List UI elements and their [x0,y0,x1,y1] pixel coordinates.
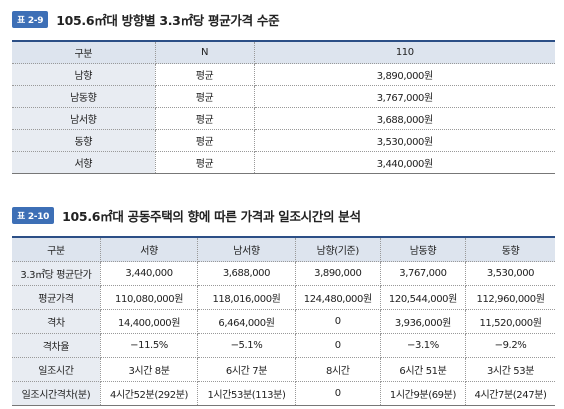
header-cell: 구분 [12,236,101,262]
cell: 4시간7분(247분) [465,381,555,406]
title-text: 105.6㎡대 공동주택의 향에 따른 가격과 일조시간의 분석 [62,209,361,224]
header-cell: 110 [253,40,555,64]
cell: 서향 [12,151,156,174]
header-cell: 동향 [465,236,555,262]
cell: 3,767,000 [379,261,467,286]
table-label: 표 2-9 [12,11,49,28]
table-row: 3.3㎡당 평균단가 3,440,000 3,688,000 3,890,000 3,7… [12,261,555,286]
table-row: 구분 N 110 [12,40,555,64]
cell: 3.3㎡당 평균단가 [12,261,101,286]
cell: 평균 [154,107,255,130]
table-row: 남서향 평균 3,688,000원 [12,107,555,130]
cell: 남동향 [12,85,156,108]
cell: 0 [294,309,381,334]
header-cell: 구분 [12,40,156,64]
table-row: 격차 14,400,000원 6,464,000원 0 3,936,000원 11,520… [12,309,555,334]
cell: 6,464,000원 [197,309,296,334]
cell: 118,016,000원 [197,285,296,310]
table: 구분 서향 남서향 남향(기준) 남동향 동향 3.3㎡당 평균단가 3,440,000 3,6… [12,236,555,406]
cell: 14,400,000원 [99,309,199,334]
cell: −9.2% [465,333,555,358]
cell: 평균 [154,129,255,152]
cell: 3,890,000원 [253,63,555,86]
table-row: 일조시간격차(분) 4시간52분(292분) 1시간53분(113분) 0 1시간9분(… [12,381,555,406]
cell: 3,440,000원 [253,151,555,174]
cell: 6시간 7분 [197,357,296,382]
table-row: 일조시간 3시간 8분 6시간 7분 8시간 6시간 51분 3시간 53분 [12,357,555,382]
cell: 남향 [12,63,156,86]
cell: 0 [294,333,381,358]
table-row: 남동향 평균 3,767,000원 [12,85,555,108]
cell: 6시간 51분 [379,357,467,382]
header-cell: N [154,40,255,64]
cell: 3,767,000원 [253,85,555,108]
cell: 1시간53분(113분) [197,381,296,406]
cell: 3시간 8분 [99,357,199,382]
cell: 4시간52분(292분) [99,381,199,406]
table-title: 표 2-9 105.6㎡대 방향별 3.3㎡당 평균가격 수준 [12,10,280,29]
cell: 격차율 [12,333,101,358]
table-row: 동향 평균 3,530,000원 [12,129,555,152]
cell: 3,688,000 [197,261,296,286]
cell: 110,080,000원 [99,285,199,310]
cell: 격차 [12,309,101,334]
cell: 11,520,000원 [465,309,555,334]
cell: 3시간 53분 [465,357,555,382]
table-row: 평균가격 110,080,000원 118,016,000원 124,480,000원… [12,285,555,310]
table-title: 표 2-10 105.6㎡대 공동주택의 향에 따른 가격과 일조시간의 분석 [12,206,361,225]
cell: 3,688,000원 [253,107,555,130]
cell: 평균가격 [12,285,101,310]
cell: 1시간9분(69분) [379,381,467,406]
cell: 3,530,000원 [253,129,555,152]
table-row: 격차율 −11.5% −5.1% 0 −3.1% −9.2% [12,333,555,358]
cell: 평균 [154,151,255,174]
cell: 3,890,000 [294,261,381,286]
cell: 8시간 [294,357,381,382]
cell: 일조시간격차(분) [12,381,101,406]
cell: 3,530,000 [465,261,555,286]
cell: 0 [294,381,381,406]
cell: −11.5% [99,333,199,358]
header-cell: 남향(기준) [294,236,381,262]
title-text: 105.6㎡대 방향별 3.3㎡당 평균가격 수준 [56,13,280,28]
table-row: 서향 평균 3,440,000원 [12,151,555,174]
cell: 평균 [154,63,255,86]
cell: 3,936,000원 [379,309,467,334]
cell: 3,440,000 [99,261,199,286]
cell: 124,480,000원 [294,285,381,310]
cell: 120,544,000원 [379,285,467,310]
cell: 남서향 [12,107,156,130]
table-label: 표 2-10 [12,207,55,224]
table: 구분 N 110 남향 평균 3,890,000원 남동향 평균 3,767,000원 남서향 평균… [12,40,555,174]
table-row: 남향 평균 3,890,000원 [12,63,555,86]
header-cell: 서향 [99,236,199,262]
cell: −5.1% [197,333,296,358]
table-row: 구분 서향 남서향 남향(기준) 남동향 동향 [12,236,555,262]
cell: 112,960,000원 [465,285,555,310]
cell: 일조시간 [12,357,101,382]
header-cell: 남서향 [197,236,296,262]
cell: 동향 [12,129,156,152]
cell: 평균 [154,85,255,108]
cell: −3.1% [379,333,467,358]
header-cell: 남동향 [379,236,467,262]
